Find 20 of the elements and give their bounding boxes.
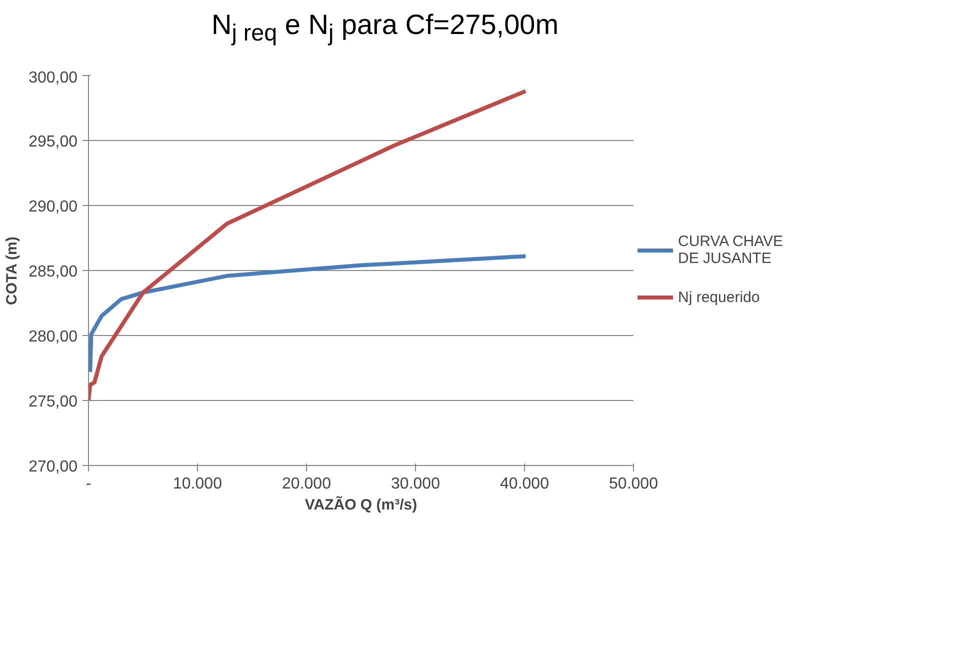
- y-tick-label: 280,00: [28, 328, 78, 346]
- y-tick-label: 285,00: [28, 264, 78, 280]
- y-tick-label: 295,00: [28, 134, 78, 150]
- legend-label: CURVA CHAVE DE JUSANTE: [678, 233, 784, 267]
- x-axis-title: VAZÃO Q (m³/s): [304, 496, 418, 514]
- x-tick-label: 30.000: [391, 476, 440, 492]
- legend-label: Nj requerido: [678, 288, 761, 306]
- y-tick-label: 290,00: [28, 198, 78, 216]
- x-tick-label: 50.000: [609, 476, 658, 492]
- x-tick-label: 40.000: [500, 476, 550, 492]
- line-series: [88, 89, 528, 402]
- y-tick-label: 275,00: [28, 394, 78, 410]
- y-axis-title: COTA (m): [4, 236, 21, 305]
- x-tick-label: 10.000: [173, 476, 222, 492]
- line-series: [88, 254, 528, 374]
- y-tick-label: 270,00: [28, 458, 78, 476]
- chart-title: N$_{j req}$ e N$_{j}$ para Cf=275,00m: [210, 8, 560, 48]
- x-tick-label: -: [86, 476, 92, 492]
- y-tick-label: 300,00: [28, 70, 78, 86]
- x-tick-label: 20.000: [282, 476, 332, 492]
